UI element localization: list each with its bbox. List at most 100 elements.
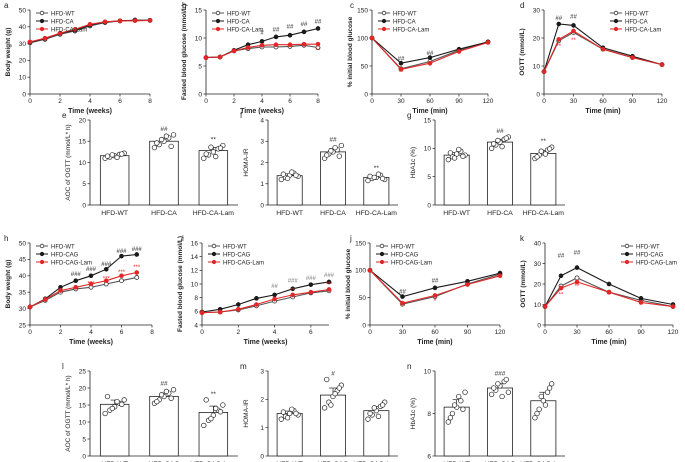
significance-mark: ## <box>427 51 434 57</box>
legend-label: HFD-WT <box>391 244 415 250</box>
x-category-label: HFD-WT <box>276 210 303 217</box>
y-tick-label: 10 <box>424 146 432 153</box>
individual-point <box>213 405 219 412</box>
legend-marker <box>624 251 630 257</box>
bar-hfd-ca <box>149 140 179 206</box>
individual-point <box>220 402 226 408</box>
data-point <box>465 282 470 287</box>
significance-mark: ## <box>570 14 577 20</box>
significance-mark: *** <box>118 270 126 276</box>
panel-i: 4 6 8 10 12 14 16 0 2 4 6 Time (weeks) Fasted blood … <box>177 236 335 346</box>
bar-hfd-ca <box>487 141 513 206</box>
panel-letter-g: g <box>407 111 411 120</box>
data-point <box>117 18 123 24</box>
x-tick-label: 4 <box>89 329 93 336</box>
y-tick-label: 0 <box>82 453 86 460</box>
individual-point <box>121 397 127 403</box>
y-axis-title: % initial blood glucose <box>347 16 354 87</box>
individual-point <box>203 397 209 403</box>
data-point <box>134 275 140 280</box>
y-tick-label: 0 <box>427 202 431 209</box>
individual-point <box>365 416 371 422</box>
data-point <box>497 273 503 279</box>
y-tick-label: 0 <box>362 322 366 329</box>
x-tick-label: 0 <box>200 329 204 336</box>
significance-mark: ### <box>86 267 97 273</box>
significance-mark: ## <box>555 16 562 22</box>
x-tick-label: 60 <box>599 98 607 105</box>
data-point <box>103 278 109 284</box>
bar-hfd-cag <box>487 387 513 457</box>
series-line <box>201 288 330 314</box>
legend-label: HFD-WT <box>393 11 417 17</box>
x-tick-label: 0 <box>368 329 372 336</box>
y-tick-label: 10 <box>79 419 87 426</box>
y-axis-title: Body weight (g) <box>5 260 12 309</box>
legend-marker <box>381 18 387 24</box>
x-tick-label: 2 <box>59 329 63 336</box>
legend: HFD-WT HFD-CA HFD-CA-Lam <box>212 10 263 33</box>
individual-point <box>328 402 334 408</box>
legend-marker <box>39 243 45 249</box>
individual-point <box>104 153 111 159</box>
legend: HFD-WT HFD-CAG HFD-CAG-Lam <box>621 243 677 266</box>
data-point <box>235 306 241 312</box>
x-axis-title: Time (min) <box>585 108 620 115</box>
x-tick-label: 6 <box>288 98 292 105</box>
data-point <box>290 292 296 298</box>
y-tick-label: 45 <box>19 257 27 264</box>
x-axis-title: Time (min) <box>417 339 452 346</box>
data-point <box>42 35 48 41</box>
data-point <box>308 289 314 295</box>
data-point <box>670 304 676 309</box>
individual-point <box>495 137 501 144</box>
significance-mark: * <box>434 299 437 305</box>
significance-mark: ### <box>495 371 506 378</box>
data-point <box>27 304 33 310</box>
data-point <box>456 49 462 54</box>
series-hfd-cag-lam <box>367 268 503 306</box>
panel-d: 0 10 20 30 0 30 60 90 120 Time (min) OGTT (mmol/L)… <box>519 7 668 115</box>
x-category-label: HFD-WT <box>443 210 470 217</box>
series-line <box>29 253 137 308</box>
y-tick-label: 8 <box>194 295 198 302</box>
data-point <box>58 288 63 293</box>
y-axis-title: % initial blood glucose <box>345 248 352 319</box>
individual-point <box>324 152 330 158</box>
individual-point <box>462 389 468 395</box>
y-tick-label: 2 <box>260 397 264 404</box>
y-axis-title: AOC of OGTT (mmol/L* h) <box>65 124 72 200</box>
data-point <box>315 26 321 31</box>
data-point <box>231 48 237 54</box>
y-tick-label: 6 <box>194 309 198 316</box>
data-point <box>134 270 140 275</box>
individual-point <box>451 402 458 408</box>
y-tick-label: 0 <box>364 91 368 98</box>
panel-c: 0 50 100 150 0 30 60 90 120 Time (min) % initial b… <box>347 7 494 115</box>
panel-letter-h: h <box>4 234 8 243</box>
y-tick-label: 20 <box>19 58 27 65</box>
significance-mark: * <box>429 64 432 70</box>
significance-mark: ### <box>116 249 127 255</box>
legend-marker <box>215 26 221 32</box>
significance-mark: ** <box>73 287 78 293</box>
x-category-label: HFD-CA <box>151 210 177 217</box>
y-tick-label: 10 <box>19 75 27 82</box>
y-tick-label: 0 <box>22 91 26 98</box>
x-tick-label: 8 <box>150 329 154 336</box>
y-tick-label: 4 <box>260 117 264 124</box>
individual-point <box>375 413 382 419</box>
series-hfd-cag-lam <box>542 279 676 309</box>
significance-mark: ** <box>290 288 295 294</box>
x-category-label: HFD-CA <box>487 210 513 217</box>
individual-point <box>289 169 295 175</box>
bar-hfd-wt <box>443 154 470 206</box>
individual-point <box>499 393 505 400</box>
individual-point <box>278 176 284 183</box>
individual-point <box>109 152 115 158</box>
significance-mark: ** <box>211 391 217 398</box>
data-point <box>301 29 307 35</box>
legend: HFD-WT HFD-CAG HFD-CAG-Lam <box>36 243 92 266</box>
y-tick-label: 10 <box>191 281 199 288</box>
